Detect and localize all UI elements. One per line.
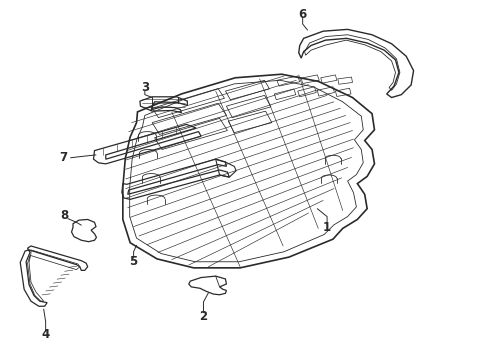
Text: 2: 2 xyxy=(199,310,208,324)
Text: 4: 4 xyxy=(42,328,50,341)
Text: 3: 3 xyxy=(141,81,149,94)
Text: 1: 1 xyxy=(323,221,331,234)
Text: 7: 7 xyxy=(59,151,67,164)
Text: 5: 5 xyxy=(129,255,138,268)
Text: 6: 6 xyxy=(298,8,307,21)
Text: 8: 8 xyxy=(60,210,68,222)
